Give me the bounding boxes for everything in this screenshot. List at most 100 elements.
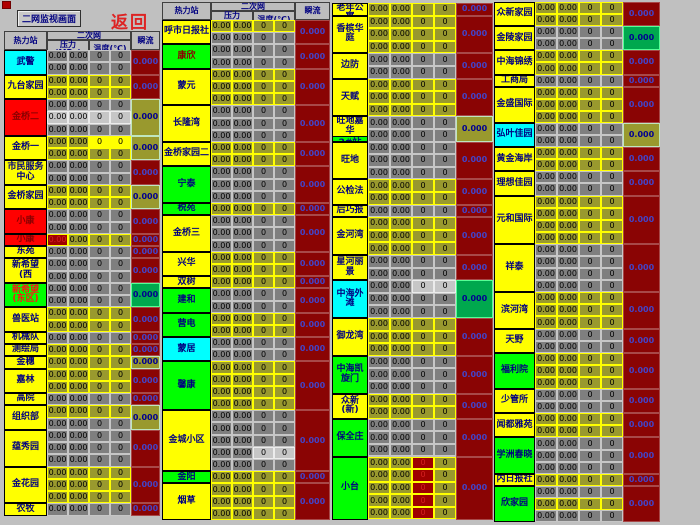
secondary-network-monitor-button[interactable]: 二网监视画面 <box>17 10 81 27</box>
station-label[interactable]: 众新(新) <box>332 393 368 419</box>
temperature-value: 0 <box>89 258 110 271</box>
pressure-value: 0.00 <box>368 191 390 205</box>
station-label[interactable]: 蒙居 <box>162 337 211 362</box>
temperature-value: 0 <box>274 178 295 191</box>
temperature-value: 0 <box>601 364 623 377</box>
station-label[interactable]: 御龙湾 <box>332 317 368 356</box>
station-label[interactable]: 组织部 <box>4 405 47 430</box>
station-label[interactable]: 金陵家园 <box>494 26 535 51</box>
temperature-value: 0 <box>434 506 456 520</box>
station-label[interactable]: 保全庄 <box>332 418 368 457</box>
station-label[interactable]: 祥泰 <box>494 243 535 293</box>
station-label[interactable]: 金桥二 <box>4 99 47 136</box>
station-label[interactable]: 高院 <box>4 393 47 406</box>
station-label[interactable]: 理想佳园 <box>494 171 535 196</box>
station-label[interactable]: 学洲春晓 <box>494 437 535 474</box>
station-label[interactable]: 后巧报 <box>332 204 368 218</box>
station-label[interactable]: 中海外滩 <box>332 280 368 318</box>
temperature-value: 0 <box>253 263 274 277</box>
station-label[interactable]: 少管所 <box>494 389 535 414</box>
station-label[interactable]: 弘叶佳园 <box>494 122 535 148</box>
station-label[interactable]: 烟草 <box>162 483 211 521</box>
value-row: 0.00 0.00 0 0 <box>211 483 295 496</box>
station-label[interactable]: 金穗 <box>4 356 47 369</box>
pressure-value: 0.00 <box>535 74 557 87</box>
station-label[interactable]: 金花园 <box>4 466 47 504</box>
station-label[interactable]: 香槟华庭 <box>332 15 368 54</box>
station-label[interactable]: 市民服务中心 <box>4 160 47 185</box>
station-label[interactable]: 星河丽景 <box>332 254 368 281</box>
station-label[interactable]: 天野 <box>494 328 535 353</box>
station-label[interactable]: 黄金海岸 <box>494 147 535 172</box>
station-substation-label[interactable]: 2#站 <box>333 136 367 141</box>
pressure-value: 0.00 <box>232 434 253 447</box>
pressure-value: 0.00 <box>557 219 579 232</box>
station-label[interactable]: 元和国际 <box>494 195 535 244</box>
station-name-text: 众新(新) <box>340 395 359 416</box>
temperature-value: 0 <box>412 91 434 104</box>
station-label[interactable]: 内日报社 <box>494 473 535 486</box>
station-label[interactable]: 金桥家园二 <box>162 141 211 167</box>
station-label[interactable]: 边防 <box>332 53 368 79</box>
station-label[interactable]: 旺地嘉华2#站 <box>332 116 368 142</box>
station-label[interactable]: 天赋 <box>332 78 368 117</box>
value-row: 0.00 0.00 0 0 <box>368 116 456 129</box>
station-label[interactable]: 兽医站 <box>4 307 47 332</box>
station-label[interactable]: 农牧 <box>4 503 47 516</box>
station-label[interactable]: 嘉林 <box>4 368 47 393</box>
back-link[interactable]: 返回 <box>111 13 149 32</box>
station-label[interactable]: 小台 <box>332 456 368 520</box>
station-label[interactable]: 工商局 <box>494 74 535 87</box>
station-label[interactable]: 闻都雅苑 <box>494 413 535 438</box>
temperature-value: 0 <box>601 304 623 317</box>
station-label[interactable]: 小康 <box>4 209 47 234</box>
station-label[interactable]: 馨康 <box>162 361 211 411</box>
station-label[interactable]: 建和 <box>162 288 211 313</box>
station-label[interactable]: 福利院 <box>494 352 535 390</box>
pressure-value: 0.00 <box>68 405 89 418</box>
station-label[interactable]: 旺地 <box>332 141 368 180</box>
station-label[interactable]: 金桥三 <box>162 215 211 252</box>
flow-value: 0.000 <box>295 20 330 45</box>
station-label[interactable]: 金城小区 <box>162 410 211 472</box>
value-row: 0.00 0.00 0 0 <box>211 251 295 264</box>
station-label[interactable]: 康欣 <box>162 44 211 69</box>
station-label[interactable]: 营电 <box>162 312 211 338</box>
station-label[interactable]: 小康 <box>4 233 47 246</box>
station-label[interactable]: 欣家园 <box>494 485 535 523</box>
value-row: 0.00 0.00 0 0 <box>211 422 295 435</box>
station-label[interactable]: 武警 <box>4 50 47 75</box>
station-label[interactable]: 九台家园 <box>4 74 47 99</box>
station-label[interactable]: 中海凯旋门 <box>332 355 368 394</box>
station-label[interactable]: 机械队 <box>4 331 47 344</box>
station-label[interactable]: 蕴秀园 <box>4 429 47 467</box>
value-row: 0.00 0.00 0 0 <box>47 503 131 516</box>
station-label[interactable]: 老年公寓 <box>332 3 368 16</box>
station-label[interactable]: 公检法 <box>332 179 368 205</box>
pressure-value: 0.00 <box>535 207 557 220</box>
station-label[interactable]: 蒙元 <box>162 68 211 106</box>
temperature-value: 0 <box>412 242 434 255</box>
value-row: 0.00 0.00 0 0 <box>47 368 131 381</box>
station-label[interactable]: 兴华 <box>162 251 211 277</box>
temperature-value: 0 <box>412 65 434 79</box>
station-label[interactable]: 呼市日报社 <box>162 20 211 45</box>
station-label[interactable]: 金盛国际 <box>494 86 535 123</box>
station-label[interactable]: 众新家园 <box>494 2 535 27</box>
station-label[interactable]: 金桥一 <box>4 135 47 161</box>
station-label[interactable]: 东苑 <box>4 246 47 259</box>
station-row: 金盛国际 0.00 0.00 0 0 0.00 0.00 0 0 0.00 0.00 0 0 0.000 <box>494 86 660 123</box>
station-label[interactable]: 滨河湾 <box>494 292 535 329</box>
station-label[interactable]: 税苑 <box>162 202 211 216</box>
station-label[interactable]: 长隆湾 <box>162 105 211 142</box>
station-label[interactable]: 测绘局 <box>4 344 47 357</box>
station-label[interactable]: 双树 <box>162 276 211 289</box>
station-label[interactable]: 宁泰 <box>162 166 211 203</box>
pressure-value: 0.00 <box>390 53 412 66</box>
station-label[interactable]: 金河湾 <box>332 217 368 255</box>
station-label[interactable]: 新希望(东区) <box>4 282 47 308</box>
station-label[interactable]: 金阳 <box>162 471 211 484</box>
station-label[interactable]: 新希望(西 <box>4 258 47 283</box>
station-label[interactable]: 金桥家园 <box>4 184 47 210</box>
station-label[interactable]: 中海锦绣 <box>494 50 535 75</box>
